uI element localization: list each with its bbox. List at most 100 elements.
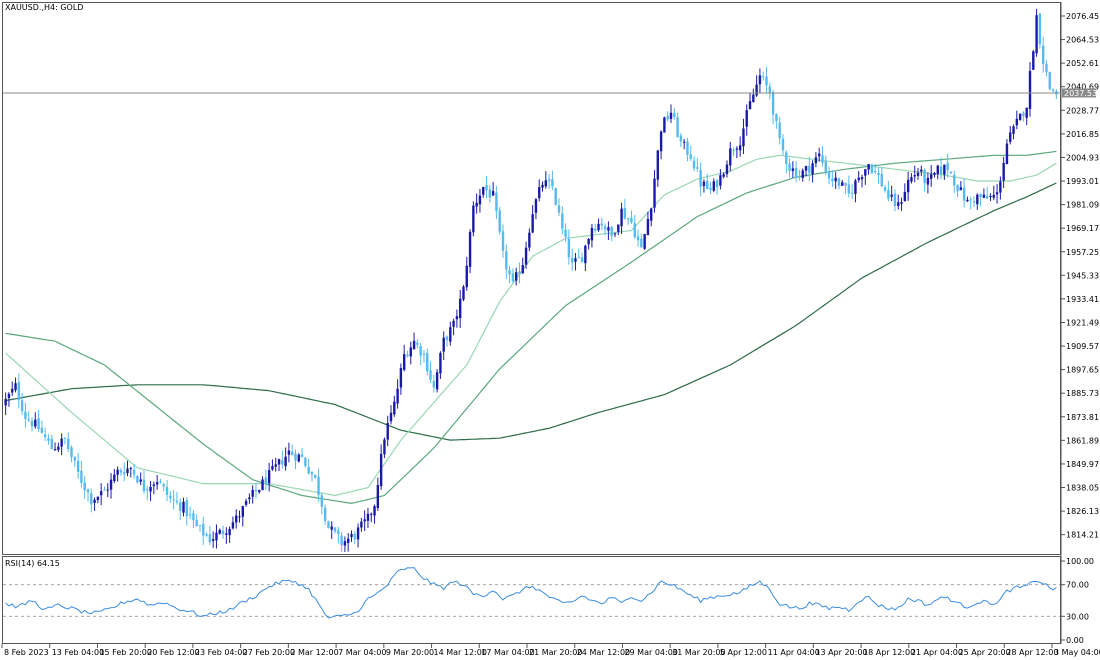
moving-average-slow xyxy=(5,182,1057,441)
candle-body xyxy=(501,231,505,251)
candle xyxy=(1048,71,1051,91)
candle-body xyxy=(656,150,660,180)
moving-averages xyxy=(5,150,1057,505)
candle xyxy=(57,442,60,453)
candle-body xyxy=(837,178,841,186)
candle-body xyxy=(218,529,221,534)
time-tick-label: 21 Apr 04:00 xyxy=(911,648,963,657)
candle-body xyxy=(90,493,93,505)
candle xyxy=(682,138,686,150)
candle-body xyxy=(821,155,824,164)
candle-body xyxy=(244,500,248,505)
candle-body xyxy=(462,286,465,300)
candle-body xyxy=(926,177,930,185)
candle xyxy=(14,377,17,393)
candle-body xyxy=(808,165,811,174)
candle xyxy=(745,104,748,136)
candle xyxy=(873,163,877,175)
candle-body xyxy=(1002,162,1005,181)
candle-body xyxy=(867,163,870,170)
candle-body xyxy=(834,177,837,182)
candle xyxy=(258,489,261,494)
candle xyxy=(587,237,590,250)
candle xyxy=(409,341,412,365)
candle xyxy=(1032,49,1035,70)
candle-body xyxy=(109,479,113,490)
candle-body xyxy=(666,115,669,120)
candle-body xyxy=(412,340,416,350)
candle-body xyxy=(969,199,972,201)
candle xyxy=(254,482,258,499)
candle xyxy=(30,417,34,432)
candle xyxy=(445,335,449,347)
candle xyxy=(350,530,353,542)
candle-body xyxy=(768,86,771,94)
candle xyxy=(551,170,554,191)
price-pane[interactable] xyxy=(2,2,1061,555)
candle-body xyxy=(449,327,452,342)
candle-body xyxy=(959,187,963,191)
candle xyxy=(722,172,725,179)
candle xyxy=(90,488,93,513)
candle xyxy=(903,183,907,202)
candle xyxy=(307,458,310,475)
time-tick-label: 23 Feb 04:00 xyxy=(195,648,247,657)
candle-body xyxy=(847,184,851,194)
candle xyxy=(771,90,775,125)
candle-body xyxy=(864,169,867,176)
candle-body xyxy=(1005,143,1009,165)
rsi-tick-label: 70.00 xyxy=(1066,581,1089,590)
candle xyxy=(435,369,439,393)
price-tick-label: 1993.01 xyxy=(1066,177,1099,186)
candle xyxy=(554,187,557,206)
candle-body xyxy=(939,166,943,175)
candle xyxy=(936,164,939,180)
candle-body xyxy=(600,223,604,226)
candle xyxy=(794,161,798,183)
candle-body xyxy=(692,160,696,169)
candle-body xyxy=(706,180,709,189)
candle xyxy=(132,464,136,479)
candle-body xyxy=(76,460,80,472)
candle-body xyxy=(1038,13,1042,44)
rsi-pane[interactable] xyxy=(2,556,1061,644)
candle xyxy=(689,145,692,161)
candle-body xyxy=(251,489,254,497)
candle-body xyxy=(979,194,982,198)
candle-body xyxy=(162,484,165,487)
candle xyxy=(281,450,284,469)
candle xyxy=(231,516,235,530)
candle xyxy=(379,444,383,490)
candle xyxy=(24,402,27,428)
candle xyxy=(666,111,669,122)
candle-body xyxy=(475,202,478,207)
candle xyxy=(887,180,890,202)
candle-body xyxy=(198,525,202,527)
candle-body xyxy=(356,527,360,540)
candle-body xyxy=(182,501,185,513)
candle xyxy=(564,223,567,242)
candle xyxy=(139,472,142,486)
time-tick-label: 3 May 04:00 xyxy=(1054,648,1100,657)
candle xyxy=(995,184,999,204)
candle-body xyxy=(80,470,83,483)
candle xyxy=(524,241,528,269)
candle-body xyxy=(24,411,27,420)
candle-body xyxy=(1018,113,1022,121)
candle xyxy=(972,196,976,208)
candle xyxy=(791,161,795,178)
candle xyxy=(37,410,40,433)
candle-body xyxy=(47,438,50,441)
candle-body xyxy=(682,141,686,143)
candle xyxy=(462,285,465,302)
candle-body xyxy=(742,128,745,147)
candle-body xyxy=(393,401,396,415)
candle xyxy=(613,232,617,238)
candle xyxy=(906,171,910,201)
candle-body xyxy=(60,438,63,447)
candle xyxy=(676,112,679,138)
candle xyxy=(261,476,264,491)
candle xyxy=(610,225,613,242)
candle xyxy=(590,223,594,248)
